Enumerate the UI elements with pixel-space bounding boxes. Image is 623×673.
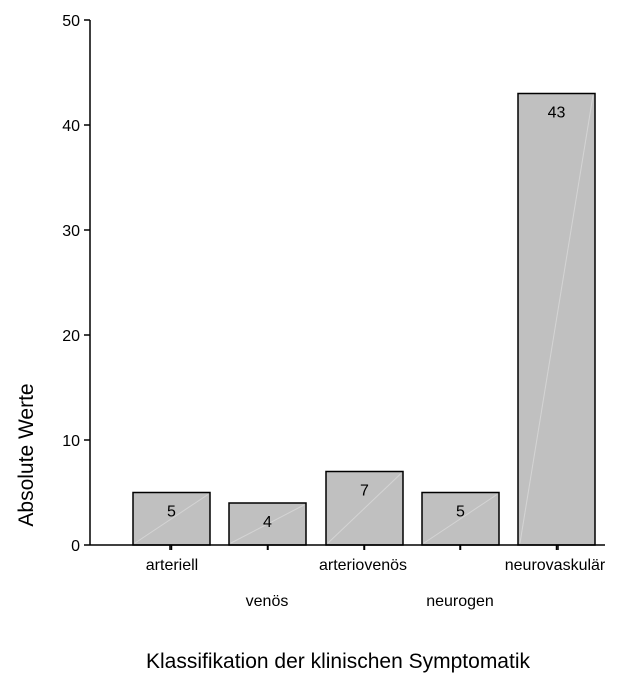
x-category-label: arteriell: [146, 557, 198, 574]
bar-highlight: [230, 504, 305, 544]
x-category-label: arteriovenös: [319, 557, 407, 574]
y-tick-label: 40: [62, 118, 80, 135]
data-labels-layer: 5 4 7 5 43: [167, 105, 565, 532]
bar-highlight: [134, 494, 209, 544]
x-category-label: neurovaskulär: [505, 557, 606, 574]
bars-layer: [132, 92, 596, 546]
x-axis-ticks: arteriell venös arteriovenös neurogen neurov…: [146, 545, 606, 610]
bar-highlight: [519, 95, 594, 544]
y-tick-label: 10: [62, 433, 80, 450]
y-tick-label: 20: [62, 328, 80, 345]
y-axis-title: Absolute Werte: [15, 383, 38, 526]
x-category-label: venös: [246, 593, 289, 610]
bar-highlight: [423, 494, 498, 544]
y-axis-ticks: 0 10 20 30 40 50: [62, 13, 90, 555]
bar-value-label: 5: [167, 504, 176, 521]
bar-value-label: 5: [456, 504, 465, 521]
bar-value-label: 7: [360, 483, 369, 500]
bar-value-label: 4: [263, 514, 272, 531]
x-category-label: neurogen: [426, 593, 494, 610]
bar-highlight: [327, 473, 402, 544]
y-tick-label: 0: [71, 538, 80, 555]
y-tick-label: 50: [62, 13, 80, 30]
y-tick-label: 30: [62, 223, 80, 240]
bar-value-label: 43: [548, 105, 566, 122]
x-axis-title: Klassifikation der klinischen Symptomati…: [146, 650, 530, 673]
